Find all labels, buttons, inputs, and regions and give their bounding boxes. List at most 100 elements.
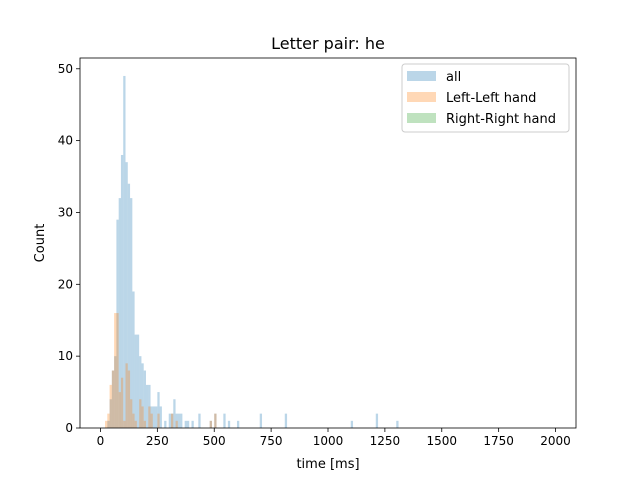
histogram-bar bbox=[152, 406, 156, 428]
y-tick-label: 40 bbox=[58, 134, 73, 148]
histogram-bar bbox=[127, 183, 131, 428]
histogram-bar bbox=[157, 413, 160, 428]
histogram-bar bbox=[155, 406, 158, 428]
histogram-bar bbox=[175, 413, 178, 428]
histogram-bar bbox=[130, 399, 133, 428]
histogram-bar bbox=[148, 406, 151, 428]
histogram-bar bbox=[157, 392, 160, 428]
x-tick-label: 1500 bbox=[426, 434, 457, 448]
legend-label: all bbox=[446, 70, 461, 85]
histogram-bar bbox=[227, 420, 231, 428]
histogram-bars bbox=[105, 75, 399, 429]
histogram-bar bbox=[139, 399, 142, 428]
histogram-bar bbox=[136, 334, 140, 428]
histogram-bar bbox=[116, 313, 119, 428]
histogram-bar bbox=[109, 399, 112, 428]
histogram-bar bbox=[118, 198, 121, 428]
x-tick-label: 750 bbox=[260, 434, 283, 448]
histogram-bar bbox=[134, 420, 137, 428]
histogram-bar bbox=[223, 413, 226, 428]
histogram-bar bbox=[159, 406, 162, 428]
x-tick-label: 1750 bbox=[483, 434, 514, 448]
legend-frame bbox=[401, 63, 570, 133]
histogram-bar bbox=[180, 413, 183, 428]
histogram-bar bbox=[141, 363, 144, 428]
histogram-bar bbox=[150, 406, 153, 428]
histogram-bar bbox=[139, 356, 142, 428]
histogram-bar bbox=[259, 413, 263, 428]
histogram-bar bbox=[209, 420, 212, 428]
series-1-bars bbox=[105, 313, 217, 428]
histogram-bar bbox=[191, 420, 194, 428]
x-axis-ticks: 0 250 500 750 1000 1250 1500 1750 2000 bbox=[97, 428, 571, 448]
legend-swatch bbox=[407, 92, 436, 102]
histogram-bar bbox=[125, 162, 128, 429]
histogram-bar bbox=[148, 384, 151, 428]
histogram-bar bbox=[114, 313, 117, 428]
histogram-bar bbox=[214, 413, 217, 428]
histogram-bar bbox=[120, 154, 124, 429]
histogram-bar bbox=[118, 392, 121, 428]
legend-label: Left-Left hand bbox=[446, 91, 536, 106]
histogram-bar bbox=[164, 420, 167, 428]
histogram-bar bbox=[120, 377, 124, 428]
histogram-bar bbox=[375, 413, 379, 428]
histogram-bar bbox=[171, 413, 174, 428]
histogram-bar bbox=[132, 413, 135, 428]
x-tick-label: 500 bbox=[203, 434, 226, 448]
histogram-bar bbox=[350, 420, 354, 428]
y-tick-label: 20 bbox=[58, 277, 73, 291]
histogram-bar bbox=[116, 219, 119, 428]
y-axis-label: Count bbox=[33, 224, 48, 263]
histogram-bar bbox=[105, 420, 108, 428]
y-tick-label: 0 bbox=[65, 421, 73, 435]
histogram-bar bbox=[209, 420, 212, 428]
histogram-bar bbox=[141, 406, 144, 428]
histogram-bar bbox=[123, 75, 126, 429]
y-axis-ticks: 0 10 20 30 40 50 bbox=[58, 62, 80, 435]
histogram-bar bbox=[150, 413, 153, 428]
histogram-bar bbox=[236, 420, 240, 428]
legend-swatch bbox=[407, 113, 436, 123]
histogram-bar bbox=[125, 363, 128, 428]
legend-label: Right-Right hand bbox=[446, 112, 556, 127]
chart-title: Letter pair: he bbox=[271, 34, 385, 53]
histogram-bar bbox=[198, 413, 201, 428]
histogram-bar bbox=[177, 413, 181, 428]
histogram-bar bbox=[107, 420, 110, 428]
histogram-bar bbox=[111, 370, 115, 428]
histogram-bar bbox=[143, 420, 146, 428]
histogram-bar bbox=[114, 356, 117, 428]
histogram-bar bbox=[168, 413, 172, 428]
histogram-bar bbox=[171, 413, 174, 428]
histogram-bar bbox=[175, 420, 178, 428]
histogram-bar bbox=[127, 370, 131, 428]
histogram-bar bbox=[214, 413, 217, 428]
histogram-bar bbox=[143, 370, 146, 428]
histogram-bar bbox=[396, 420, 399, 428]
x-tick-label: 2000 bbox=[540, 434, 571, 448]
histogram-bar bbox=[111, 370, 115, 428]
x-axis-label: time [ms] bbox=[296, 457, 359, 472]
histogram-bar bbox=[130, 198, 133, 428]
histogram-bar bbox=[173, 399, 176, 428]
histogram-bar bbox=[134, 334, 137, 428]
x-tick-label: 0 bbox=[97, 434, 105, 448]
y-tick-label: 10 bbox=[58, 349, 73, 363]
y-tick-label: 50 bbox=[58, 62, 73, 76]
histogram-bar bbox=[107, 413, 110, 428]
histogram-bar bbox=[184, 420, 187, 428]
legend: all Left-Left hand Right-Right hand bbox=[401, 63, 570, 133]
x-tick-label: 1250 bbox=[370, 434, 401, 448]
x-tick-label: 1000 bbox=[313, 434, 344, 448]
histogram-bar bbox=[123, 420, 126, 428]
histogram-bar bbox=[109, 384, 112, 428]
x-tick-label: 250 bbox=[146, 434, 169, 448]
y-tick-label: 30 bbox=[58, 205, 73, 219]
histogram-bar bbox=[284, 413, 288, 428]
histogram-bar bbox=[145, 384, 149, 428]
histogram-bar bbox=[132, 291, 135, 428]
histogram-bar bbox=[186, 420, 190, 428]
